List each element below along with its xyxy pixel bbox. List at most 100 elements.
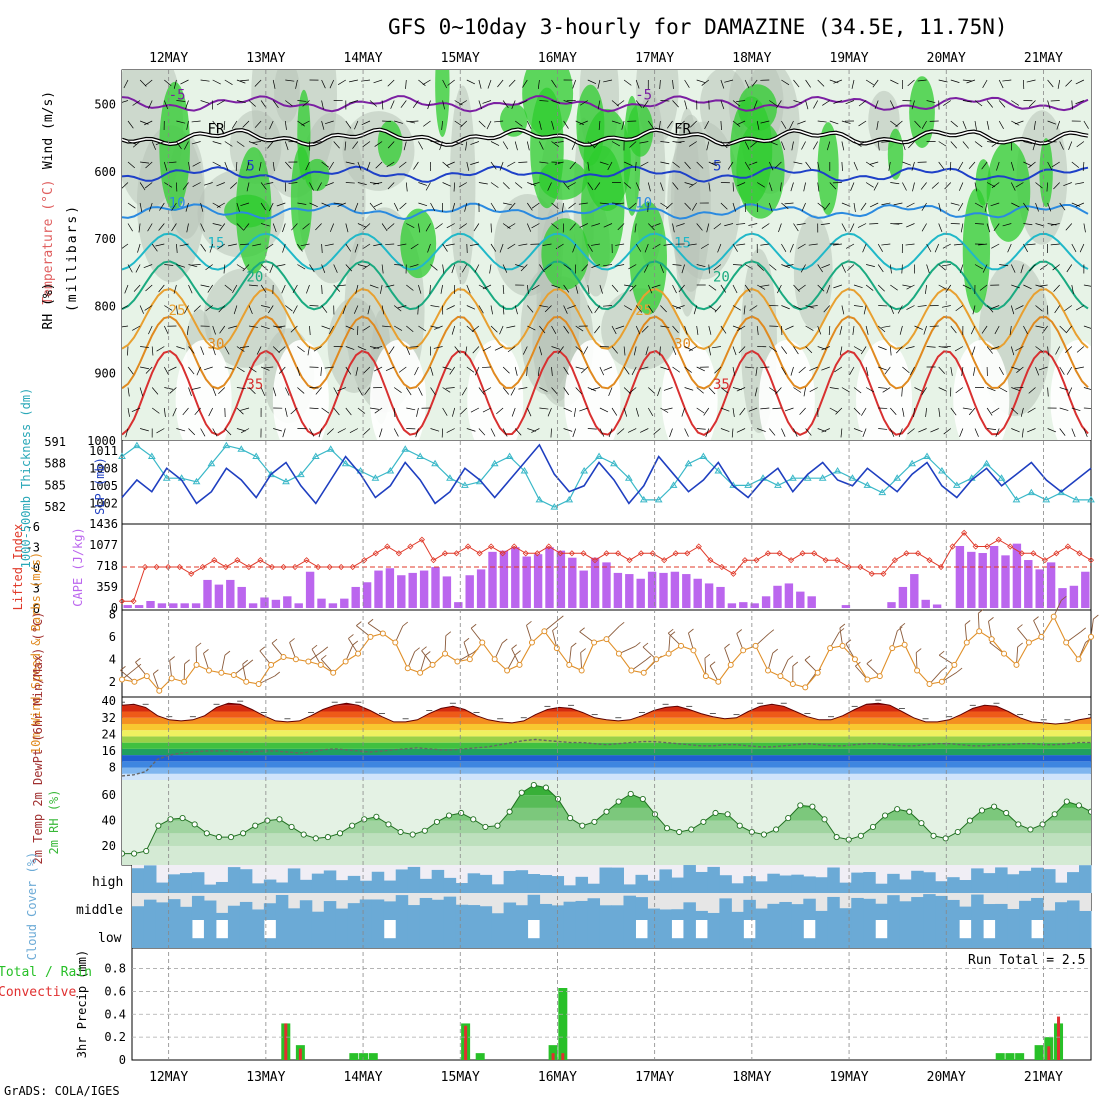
cloud-cell bbox=[384, 901, 396, 920]
temp-tick-label: 8 bbox=[109, 761, 116, 775]
cloud-cell bbox=[348, 876, 360, 893]
cloud-cell bbox=[288, 868, 300, 893]
cloud-cell bbox=[1043, 869, 1055, 893]
day-label-bottom: 19MAY bbox=[829, 1070, 868, 1085]
cloud-cell bbox=[695, 911, 707, 920]
panel-precip-frame bbox=[132, 948, 1091, 1060]
wind-barb-feather bbox=[1081, 628, 1086, 632]
cape-bar bbox=[272, 600, 280, 608]
cloud-cell bbox=[144, 900, 156, 920]
wind-speed-point bbox=[977, 629, 982, 634]
precip-convective-bar bbox=[1057, 1017, 1060, 1060]
cloud-cell bbox=[492, 920, 504, 948]
cape-bar bbox=[329, 603, 337, 608]
rh-green-region bbox=[378, 121, 403, 167]
rh2m-point bbox=[398, 829, 403, 834]
cloud-cell bbox=[492, 913, 504, 920]
cloud-cell bbox=[276, 920, 288, 948]
wind-barb-feather bbox=[353, 641, 358, 645]
cloud-cell bbox=[300, 880, 312, 893]
rh2m-point bbox=[350, 823, 355, 828]
wind-speed-point bbox=[567, 662, 572, 667]
cape-bar bbox=[146, 601, 154, 608]
rh2m-point bbox=[495, 823, 500, 828]
wind-speed-point bbox=[1076, 657, 1081, 662]
wind-barb-feather bbox=[705, 654, 710, 658]
cloud-cell bbox=[923, 894, 935, 920]
cloud-cell bbox=[468, 920, 480, 948]
wind-barb-feather bbox=[840, 624, 845, 628]
wind-speed-point bbox=[592, 640, 597, 645]
wind-tick-label: 8 bbox=[109, 607, 116, 621]
cloud-cell bbox=[1079, 865, 1091, 893]
cloud-cell bbox=[827, 867, 839, 893]
cloud-cell bbox=[444, 920, 456, 948]
wind-barb-feather bbox=[988, 617, 993, 621]
cloud-cell bbox=[659, 869, 671, 893]
cloud-cell bbox=[432, 920, 444, 948]
cloud-cell bbox=[156, 920, 168, 948]
rh2m-point bbox=[604, 809, 609, 814]
rh2m-point bbox=[979, 808, 984, 813]
cloud-cell bbox=[372, 920, 384, 948]
rh-dry-region bbox=[953, 340, 1009, 460]
cloud-cell bbox=[600, 868, 612, 893]
wind-speed-point bbox=[443, 651, 448, 656]
rh2m-point bbox=[1028, 827, 1033, 832]
cloud-cell bbox=[420, 920, 432, 948]
wind-barb-feather bbox=[957, 668, 962, 672]
wind-speed-point bbox=[728, 662, 733, 667]
wind-speed-point bbox=[244, 679, 249, 684]
day-label-top: 13MAY bbox=[246, 51, 285, 66]
precip-total-bar bbox=[1005, 1053, 1014, 1060]
cloud-cell bbox=[408, 920, 420, 948]
rh-gray-region bbox=[794, 215, 833, 329]
cloud-cell bbox=[372, 872, 384, 893]
cape-bar bbox=[443, 576, 451, 608]
cloud-cell bbox=[228, 920, 240, 948]
wind-speed-point bbox=[467, 657, 472, 662]
temp-tick-label: 40 bbox=[102, 694, 116, 708]
day-label-top: 14MAY bbox=[343, 51, 382, 66]
day-label-bottom: 15MAY bbox=[441, 1070, 480, 1085]
cloud-cell bbox=[504, 903, 516, 920]
day-label-top: 20MAY bbox=[927, 51, 966, 66]
cape-bar bbox=[716, 587, 724, 608]
temp-band bbox=[122, 730, 1091, 736]
rh2m-point bbox=[301, 832, 306, 837]
cloud-cell bbox=[875, 884, 887, 893]
wind-barb-feather bbox=[710, 662, 715, 666]
cloud-cell bbox=[612, 868, 624, 893]
wind-speed-point bbox=[753, 643, 758, 648]
cloud-cell bbox=[899, 920, 911, 948]
cloud-cell bbox=[516, 905, 528, 920]
wind-barb-feather bbox=[581, 649, 586, 653]
cape-bar bbox=[933, 604, 941, 608]
cloud-cell bbox=[743, 876, 755, 893]
wind-barb-feather bbox=[900, 623, 905, 627]
day-label-bottom: 20MAY bbox=[927, 1070, 966, 1085]
wind-speed-point bbox=[641, 670, 646, 675]
cloud-cell bbox=[348, 903, 360, 920]
cloud-cell bbox=[1067, 920, 1079, 948]
wind-barb-feather bbox=[668, 629, 673, 633]
cloud-cell bbox=[803, 876, 815, 893]
wind-speed-point bbox=[430, 662, 435, 667]
wind-barb-feather bbox=[643, 643, 648, 647]
cape-bar bbox=[374, 571, 382, 608]
chart-title: GFS 0~10day 3-hourly for DAMAZINE (34.5E… bbox=[388, 15, 1008, 39]
cloud-cell bbox=[456, 883, 468, 893]
cloud-cell bbox=[1055, 883, 1067, 893]
cape-bar bbox=[671, 572, 679, 608]
cloud-cell bbox=[228, 867, 240, 893]
day-label-bottom: 14MAY bbox=[343, 1070, 382, 1085]
cape-bar bbox=[317, 599, 325, 608]
wind-speed-point bbox=[182, 679, 187, 684]
cape-ylabel-cape: CAPE (J/kg) bbox=[71, 527, 85, 606]
rh2m-point bbox=[555, 796, 560, 801]
rh2m-point bbox=[386, 822, 391, 827]
wind-barb-feather bbox=[153, 670, 158, 674]
precip-total-bar bbox=[558, 988, 567, 1060]
cloud-cell bbox=[228, 906, 240, 920]
cape-bar bbox=[363, 582, 371, 608]
